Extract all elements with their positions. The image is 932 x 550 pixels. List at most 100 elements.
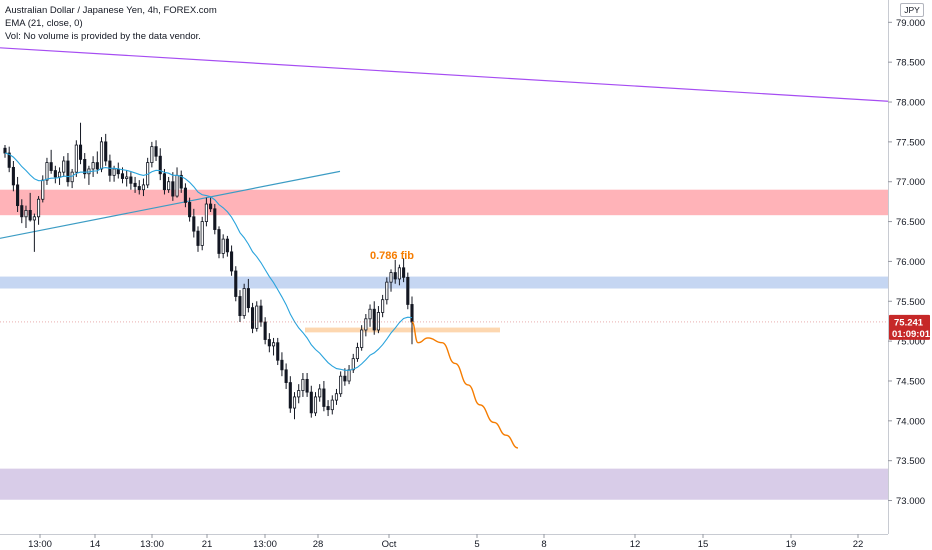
x-tick-label: 12: [630, 539, 641, 550]
candle-body: [326, 406, 330, 411]
candle-body: [234, 270, 238, 297]
ema-line: [4, 152, 413, 371]
candle-body: [271, 342, 276, 347]
candle-body: [183, 187, 187, 203]
currency-button[interactable]: JPY: [900, 3, 924, 17]
candle-body: [267, 339, 271, 347]
candle-body: [74, 144, 78, 173]
long-trendline: [0, 47, 889, 102]
candle-body: [20, 205, 24, 218]
candle-body: [16, 184, 20, 207]
candle-body: [372, 308, 376, 331]
candle-body: [171, 181, 175, 197]
candle-body: [62, 160, 66, 173]
y-tick-label: 73.500: [896, 456, 925, 467]
candle-body: [200, 221, 204, 246]
entry-zone: [305, 327, 500, 333]
candle-body: [99, 141, 104, 170]
x-tick-label: 13:00: [253, 539, 277, 550]
x-tick-label: Oct: [382, 539, 397, 550]
candle-body: [141, 184, 146, 191]
candle-body: [28, 210, 32, 221]
candle-body: [305, 378, 309, 393]
candle-body: [154, 146, 158, 157]
price-badge-value: 75.241: [894, 317, 924, 328]
candle-body: [242, 288, 246, 317]
candle-body: [339, 375, 343, 395]
candle-body: [406, 276, 410, 305]
candle-body: [301, 378, 305, 391]
y-tick-label: 74.000: [896, 416, 925, 427]
chart-legend: Australian Dollar / Japanese Yen, 4h, FO…: [5, 4, 217, 43]
candle-body: [70, 171, 74, 183]
ema-layer: [4, 152, 413, 371]
candle-body: [334, 393, 339, 401]
candle-body: [129, 176, 133, 184]
candle-body: [209, 203, 213, 210]
candle-body: [351, 358, 355, 371]
candle-body: [297, 390, 301, 398]
y-tick-label: 75.000: [896, 337, 925, 348]
candle-body: [276, 342, 280, 361]
x-tick-label: 19: [786, 539, 797, 550]
candle-body: [263, 321, 267, 340]
y-tick-label: 78.500: [896, 58, 925, 69]
short-trendline: [0, 170, 341, 239]
projection-path: [411, 321, 519, 449]
candle-body: [179, 174, 183, 189]
candle-body: [259, 305, 263, 323]
candle-body: [217, 229, 221, 254]
candle-body: [410, 304, 414, 323]
candle-body: [112, 168, 116, 176]
candle-body: [288, 382, 292, 409]
candle-body: [53, 170, 57, 178]
candle-body: [45, 162, 49, 181]
candle-body: [238, 296, 242, 317]
candle-body: [150, 146, 154, 163]
candle-body: [188, 202, 192, 218]
candle-body: [116, 168, 120, 175]
y-tick-label: 79.000: [896, 18, 925, 29]
support-zone: [0, 276, 888, 289]
candle-body: [41, 179, 45, 200]
y-axis-panel: [888, 0, 932, 550]
candle-body: [125, 176, 129, 179]
candle-body: [376, 312, 380, 331]
x-tick-label: 21: [202, 539, 213, 550]
candle-body: [83, 159, 87, 175]
candle-body: [246, 288, 250, 309]
price-badge-countdown: 01:09:01: [892, 329, 931, 340]
candle-body: [167, 181, 171, 191]
x-tick-label: 28: [313, 539, 324, 550]
candle-body: [192, 216, 196, 232]
candle-body: [255, 305, 259, 329]
candle-body: [343, 375, 347, 382]
y-tick-label: 77.500: [896, 137, 925, 148]
candle-body: [104, 141, 108, 162]
candle-body: [196, 230, 200, 246]
candle-body: [91, 162, 95, 170]
legend-symbol-title[interactable]: Australian Dollar / Japanese Yen, 4h, FO…: [5, 5, 217, 16]
y-tick-label: 76.000: [896, 257, 925, 268]
projection-layer: [411, 321, 519, 449]
candle-body: [3, 147, 7, 154]
candle-body: [57, 171, 62, 178]
legend-volume[interactable]: Vol: No volume is provided by the data v…: [5, 31, 201, 42]
price-badge-box: [889, 314, 930, 340]
candle-body: [251, 307, 255, 329]
legend-ema[interactable]: EMA (21, close, 0): [5, 18, 83, 29]
candle-body: [175, 174, 179, 197]
candle-body: [7, 152, 11, 168]
candle-body: [11, 166, 15, 186]
candle-body: [37, 198, 41, 218]
candle-body: [204, 203, 208, 222]
zones-layer: [0, 189, 888, 500]
candle-body: [313, 396, 318, 414]
candle-body: [221, 238, 225, 254]
candle-body: [162, 173, 166, 191]
candle-body: [49, 162, 53, 171]
x-tick-label: 5: [474, 539, 479, 550]
